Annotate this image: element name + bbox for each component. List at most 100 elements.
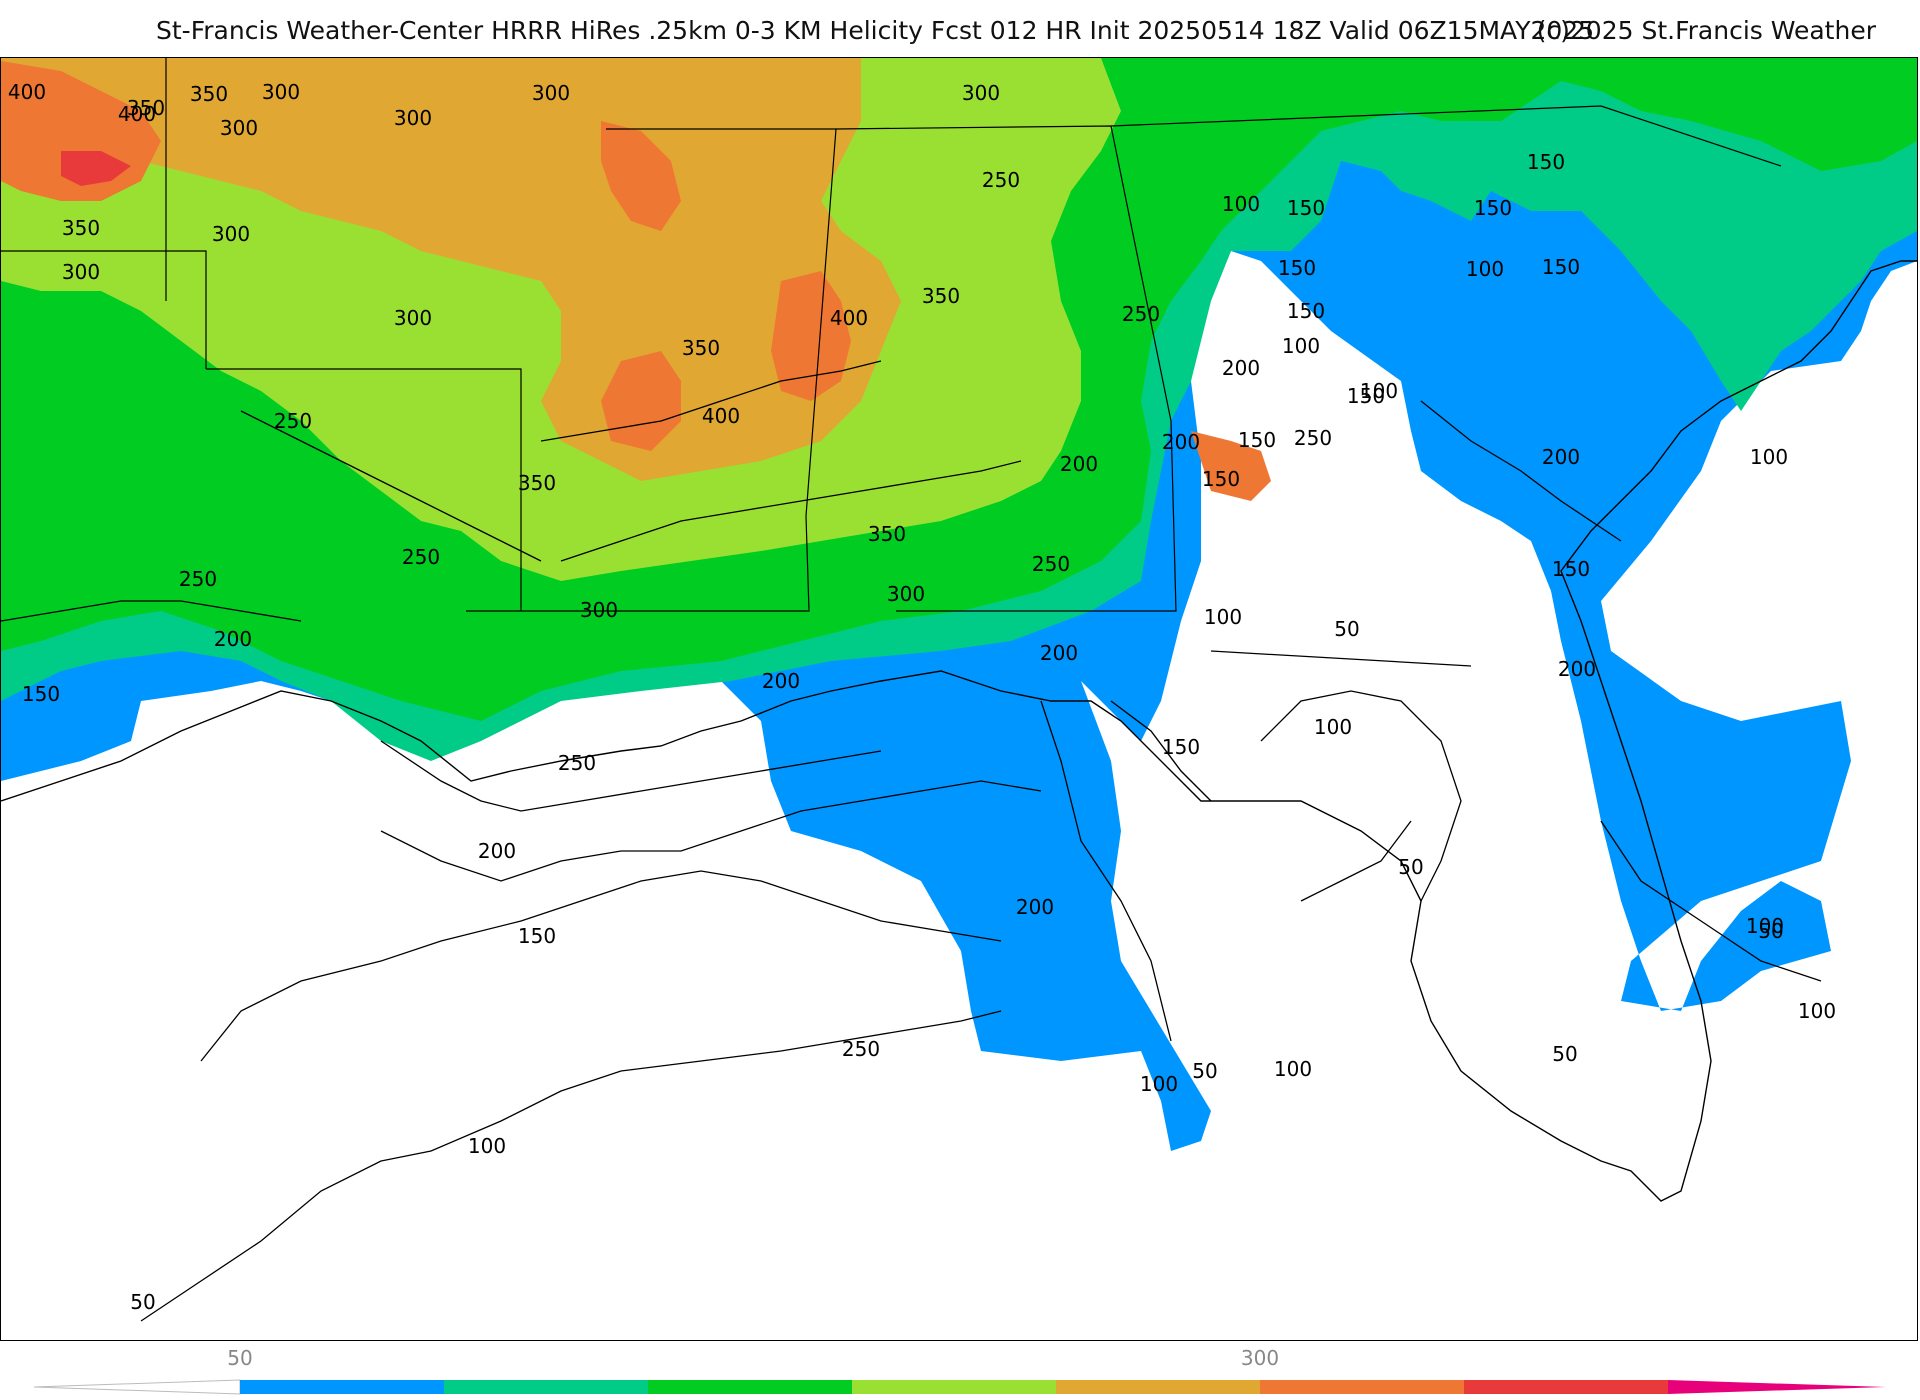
contour-line-250 [240, 410, 542, 562]
contour-label-50: 50 [1758, 919, 1783, 943]
contour-label-350: 350 [190, 82, 228, 106]
contour-label-50: 50 [130, 1290, 155, 1314]
contour-label-150: 150 [1202, 467, 1240, 491]
contour-label-350: 350 [922, 284, 960, 308]
contour-line-100b [1260, 690, 1462, 902]
contour-label-250: 250 [1294, 426, 1332, 450]
contour-label-100: 100 [1314, 715, 1352, 739]
contour-label-100: 100 [1140, 1072, 1178, 1096]
contour-label-200: 200 [1016, 895, 1054, 919]
contour-label-200: 200 [1222, 356, 1260, 380]
contour-label-100: 100 [1746, 914, 1784, 938]
colorbar-bin-200 [852, 1380, 1056, 1394]
contour-label-400: 400 [830, 306, 868, 330]
apalachee-coast-line [1110, 700, 1212, 802]
contour-label-250: 250 [558, 751, 596, 775]
contour-label-50: 50 [1398, 855, 1423, 879]
fill-band-300e [1191, 431, 1271, 501]
state-border-line [206, 368, 522, 611]
contour-label-100: 100 [1798, 999, 1836, 1023]
contour-label-200: 200 [478, 839, 516, 863]
copyright-text: (c)2025 St.Francis Weather [1536, 16, 1876, 45]
state-border-line [606, 128, 837, 517]
contour-label-200: 200 [762, 669, 800, 693]
contour-label-50: 50 [1334, 617, 1359, 641]
colorbar-high-arrow [1668, 1380, 1886, 1394]
contour-label-300: 300 [262, 80, 300, 104]
contour-line-50b [1300, 820, 1412, 902]
contour-label-300: 300 [394, 106, 432, 130]
contour-line-100 [200, 870, 1002, 1062]
contour-label-300: 300 [887, 582, 925, 606]
contour-label-250: 250 [1032, 552, 1070, 576]
state-borders [1, 58, 1782, 667]
colorbar-bin-150 [648, 1380, 852, 1394]
contour-line-200 [380, 740, 882, 812]
contour-label-200: 200 [214, 627, 252, 651]
contour-label-300: 300 [220, 116, 258, 140]
contour-line-150 [380, 780, 1042, 882]
contour-label-200: 200 [1558, 657, 1596, 681]
contour-label-100: 100 [1750, 445, 1788, 469]
contour-line-50 [140, 1010, 1002, 1322]
contour-label-100: 100 [468, 1134, 506, 1158]
contour-label-100: 100 [1204, 605, 1242, 629]
contour-label-300: 300 [212, 222, 250, 246]
contour-label-250: 250 [274, 409, 312, 433]
contour-label-150: 150 [1278, 256, 1316, 280]
contour-label-100: 100 [1466, 257, 1504, 281]
contour-label-300: 300 [394, 306, 432, 330]
colorbar-bin-100 [444, 1380, 648, 1394]
contour-label-150: 150 [1287, 299, 1325, 323]
contour-line-350 [540, 360, 882, 442]
colorbar [33, 1379, 1886, 1395]
contour-label-150: 150 [1347, 384, 1385, 408]
contour-label-350: 350 [127, 96, 165, 120]
contour-label-150: 150 [518, 924, 556, 948]
contour-label-200: 200 [1060, 452, 1098, 476]
contour-label-300: 300 [580, 598, 618, 622]
contour-label-150: 150 [1552, 557, 1590, 581]
header: St-Francis Weather-Center HRRR HiRes .25… [0, 0, 1920, 56]
contour-label-400: 400 [118, 102, 156, 126]
map-title: St-Francis Weather-Center HRRR HiRes .25… [156, 16, 1595, 45]
colorbar-bin-300 [1260, 1380, 1464, 1394]
contour-label-250: 250 [402, 545, 440, 569]
contour-label-250: 250 [179, 567, 217, 591]
contour-label-150: 150 [1287, 196, 1325, 220]
contour-line-200b [1, 600, 302, 622]
fill-band-350 [61, 151, 131, 186]
contour-label-200: 200 [1542, 445, 1580, 469]
contour-label-150: 150 [1162, 735, 1200, 759]
contour-line-150b [1040, 700, 1172, 1042]
fill-band-300d [601, 351, 681, 451]
contour-label-350: 350 [518, 471, 556, 495]
contour-label-150: 150 [1238, 428, 1276, 452]
contour-label-250: 250 [982, 168, 1020, 192]
colorbar-bin-350 [1464, 1380, 1668, 1394]
contour-label-250: 250 [1122, 302, 1160, 326]
colorbar-bin-50 [240, 1380, 444, 1394]
contour-label-100: 100 [1222, 192, 1260, 216]
contour-label-100: 100 [1274, 1057, 1312, 1081]
contour-line-100d [1420, 400, 1622, 542]
state-border-line [1210, 650, 1472, 667]
contour-line-300 [560, 460, 1022, 562]
contour-label-400: 400 [8, 80, 46, 104]
contour-label-150: 150 [1527, 150, 1565, 174]
helicity-fill-layer [1, 58, 1917, 1151]
contour-label-150: 150 [1474, 196, 1512, 220]
contour-label-300: 300 [962, 81, 1000, 105]
colorbar-bin-250 [1056, 1380, 1260, 1394]
contour-label-200: 200 [1162, 430, 1200, 454]
contour-label-350: 350 [62, 216, 100, 240]
colorbar-tick-label: 300 [1240, 1346, 1280, 1370]
contour-line-100c [1600, 820, 1822, 982]
state-border-line [466, 515, 810, 612]
helicity-contours [1, 360, 1822, 1322]
contour-label-350: 350 [868, 522, 906, 546]
contour-label-200: 200 [1040, 641, 1078, 665]
colorbar-low-arrow [33, 1379, 241, 1395]
